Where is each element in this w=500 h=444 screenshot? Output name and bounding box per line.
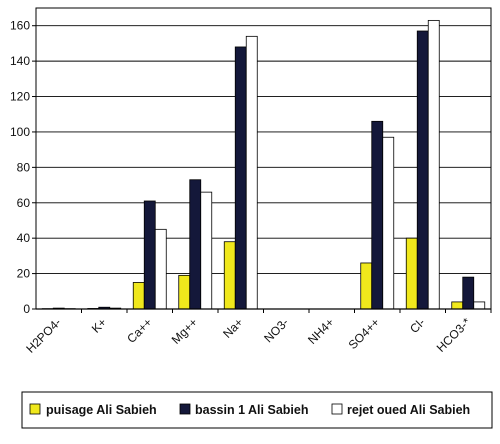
bar-bassin-9 bbox=[462, 276, 475, 310]
legend-swatch-bassin bbox=[179, 403, 191, 415]
bar-puisage-3 bbox=[178, 274, 191, 310]
x-tick-label: Ca++ bbox=[124, 315, 155, 346]
legend-label-bassin: bassin 1 Ali Sabieh bbox=[195, 403, 308, 417]
bar-rejet-3 bbox=[200, 191, 213, 310]
y-tick-label: 20 bbox=[17, 267, 31, 281]
x-tick-label: K+ bbox=[89, 315, 110, 336]
y-tick-label: 0 bbox=[23, 302, 30, 316]
x-tick-label: Mg++ bbox=[169, 315, 201, 347]
x-tick-label: HCO3-* bbox=[434, 315, 474, 355]
legend-label-rejet: rejet oued Ali Sabieh bbox=[347, 403, 470, 417]
bars bbox=[41, 19, 486, 310]
legend-swatch-rejet bbox=[331, 403, 343, 415]
x-tick-label: NH4+ bbox=[305, 315, 337, 347]
legend-label-puisage: puisage Ali Sabieh bbox=[46, 403, 157, 417]
legend-entry-bassin: bassin 1 Ali Sabieh bbox=[179, 403, 308, 417]
bar-puisage-2 bbox=[132, 282, 145, 310]
legend-entry-puisage: puisage Ali Sabieh bbox=[29, 403, 157, 417]
bar-rejet-4 bbox=[245, 35, 258, 310]
y-axis-ticks: 0 20 40 60 80 100 120 140 160 bbox=[10, 19, 36, 316]
bar-bassin-2 bbox=[143, 200, 156, 310]
bar-rejet-9 bbox=[473, 301, 486, 310]
bar-puisage-7 bbox=[360, 262, 373, 310]
bar-puisage-4 bbox=[223, 241, 236, 310]
bar-bassin-8 bbox=[416, 30, 429, 310]
y-tick-label: 80 bbox=[17, 160, 31, 174]
y-tick-label: 40 bbox=[17, 231, 31, 245]
legend-swatch-puisage bbox=[29, 403, 41, 415]
x-axis-ticks: H2PO4- K+ Ca++ Mg++ Na+ NO3- NH4+ SO4++ Cl- HCO3-… bbox=[23, 309, 492, 356]
y-tick-label: 140 bbox=[10, 54, 30, 68]
bar-rejet-2 bbox=[154, 228, 167, 310]
bar-bassin-4 bbox=[234, 46, 247, 310]
legend-entry-rejet: rejet oued Ali Sabieh bbox=[331, 403, 470, 417]
bar-puisage-8 bbox=[405, 237, 418, 310]
bar-rejet-8 bbox=[427, 19, 440, 310]
bar-rejet-7 bbox=[382, 136, 395, 310]
x-tick-label: SO4++ bbox=[346, 315, 383, 352]
legend-box bbox=[21, 391, 493, 429]
y-tick-label: 100 bbox=[10, 125, 30, 139]
x-tick-label: NO3- bbox=[261, 315, 291, 345]
x-tick-label: Na+ bbox=[220, 315, 246, 341]
y-tick-label: 160 bbox=[10, 19, 30, 33]
bar-bassin-7 bbox=[371, 120, 384, 310]
x-tick-label: H2PO4- bbox=[23, 315, 64, 356]
x-tick-label: Cl- bbox=[407, 315, 428, 336]
y-tick-label: 60 bbox=[17, 196, 31, 210]
bar-puisage-9 bbox=[451, 301, 464, 310]
y-tick-label: 120 bbox=[10, 90, 30, 104]
bar-bassin-3 bbox=[189, 179, 202, 310]
